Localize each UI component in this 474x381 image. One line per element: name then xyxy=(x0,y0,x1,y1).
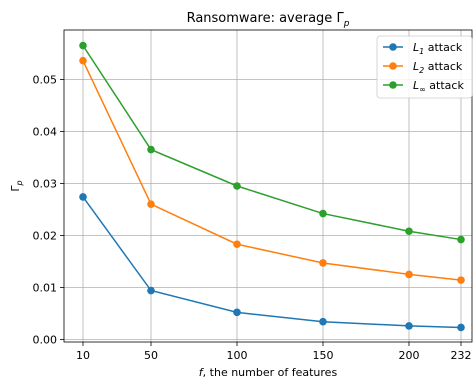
series-line xyxy=(82,60,462,281)
data-point xyxy=(79,193,87,201)
y-tick-label: 0.01 xyxy=(33,281,58,294)
axes-frame xyxy=(63,29,473,343)
data-point xyxy=(233,240,241,249)
series-line xyxy=(82,45,462,241)
series-layer xyxy=(79,41,465,332)
x-tick-label: 100 xyxy=(227,349,248,362)
data-point xyxy=(233,182,241,190)
x-tick-label: 10 xyxy=(76,349,90,362)
y-axis-label: Γp xyxy=(9,180,24,191)
series-line xyxy=(82,196,462,329)
legend-marker xyxy=(389,43,397,51)
data-point xyxy=(147,286,155,295)
data-point xyxy=(147,145,155,154)
y-tick-label: 0.03 xyxy=(33,177,58,190)
y-tick-label: 0.00 xyxy=(33,333,58,346)
x-tick-label: 150 xyxy=(313,349,334,362)
legend: L1 attack L2 attack L∞ attack xyxy=(376,35,473,99)
y-tick-label: 0.02 xyxy=(33,229,58,242)
legend-box xyxy=(376,35,473,99)
chart-title: Ransomware: average Γp xyxy=(187,11,350,29)
x-tick-label: 232 xyxy=(451,349,472,362)
data-point xyxy=(457,276,465,284)
x-axis-label: f, the number of features xyxy=(199,366,338,379)
data-point xyxy=(457,235,465,244)
ticks: 10 50 100 150 200 232 0.00 0.01 0.02 0.03 0.04 0.05 xyxy=(33,73,472,362)
x-tick-label: 50 xyxy=(144,349,158,362)
legend-marker xyxy=(389,81,397,89)
data-point xyxy=(405,322,413,330)
x-tick-label: 200 xyxy=(399,349,420,362)
legend-label: L2 attack xyxy=(413,60,463,75)
data-point xyxy=(405,270,413,279)
legend-label: L1 attack xyxy=(413,41,463,56)
data-point xyxy=(405,227,413,236)
y-tick-label: 0.04 xyxy=(33,125,58,138)
data-point xyxy=(79,41,87,50)
data-point xyxy=(319,259,327,267)
data-point xyxy=(233,308,241,317)
data-point xyxy=(147,200,155,208)
data-point xyxy=(457,323,465,332)
data-point xyxy=(319,317,327,326)
data-point xyxy=(79,56,87,65)
y-tick-label: 0.05 xyxy=(33,73,58,86)
data-point xyxy=(319,209,327,218)
legend-label: L∞ attack xyxy=(413,79,464,94)
legend-marker xyxy=(389,62,397,70)
